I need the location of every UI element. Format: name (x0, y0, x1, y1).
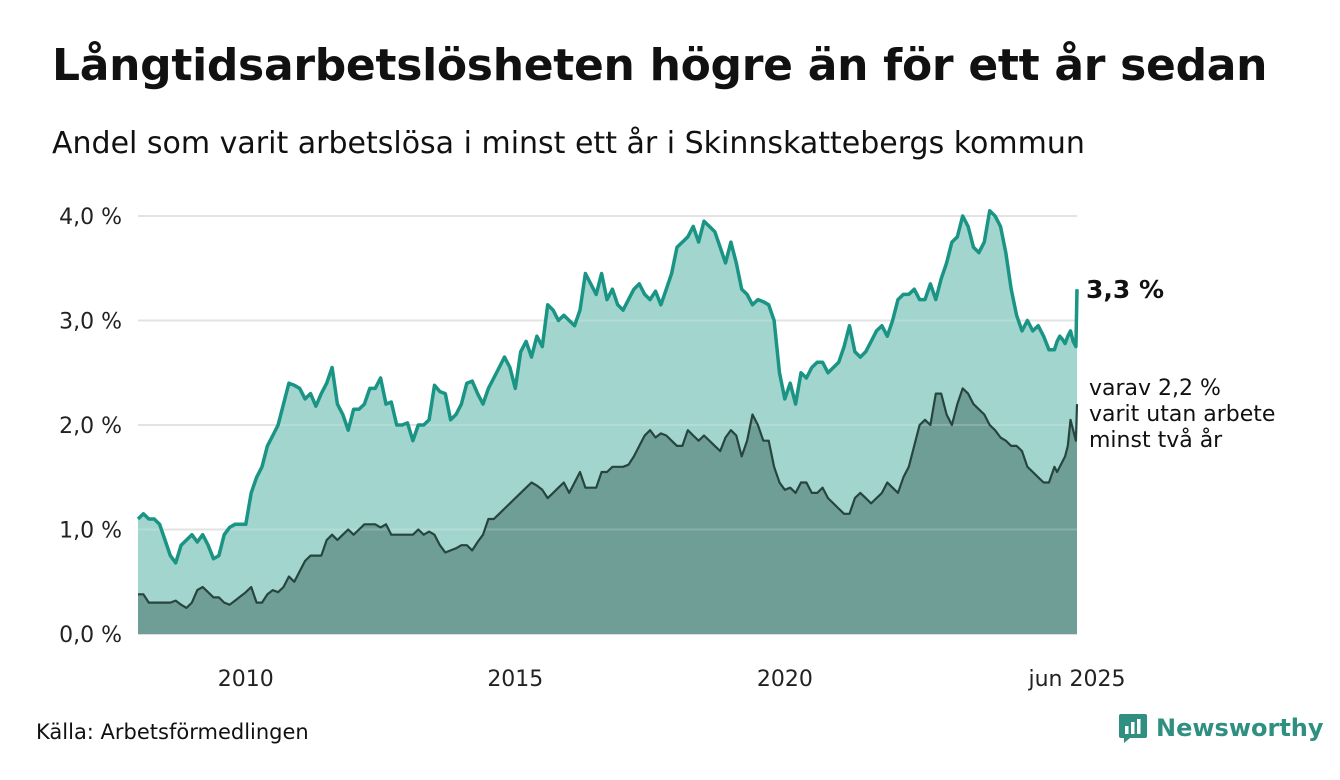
lower-end-label-line: varav 2,2 % (1089, 376, 1221, 401)
source-note: Källa: Arbetsförmedlingen (36, 720, 309, 744)
upper-end-label: 3,3 % (1086, 275, 1164, 304)
x-tick-label: 2015 (487, 667, 543, 692)
axis-ticks: 0,0 % 1,0 % 2,0 % 3,0 % 4,0 % 2010 2015 2020 jun… (59, 205, 1125, 692)
chart-title: Långtidsarbetslösheten högre än för ett … (52, 40, 1268, 91)
x-tick-label: 2010 (218, 667, 274, 692)
y-tick-label: 3,0 % (59, 310, 122, 335)
series-areas (136, 209, 1079, 635)
x-tick-label: jun 2025 (1028, 667, 1126, 692)
y-tick-label: 1,0 % (59, 519, 122, 544)
newsworthy-icon (1119, 714, 1147, 743)
lower-end-label-line: varit utan arbete (1089, 402, 1275, 427)
y-tick-label: 0,0 % (59, 623, 122, 648)
brand-name: Newsworthy (1156, 714, 1324, 742)
chart-subtitle: Andel som varit arbetslösa i minst ett å… (52, 126, 1085, 161)
x-tick-label: 2020 (757, 667, 813, 692)
series-upper-line (136, 209, 1079, 565)
y-tick-label: 2,0 % (59, 414, 122, 439)
series-lower-area (138, 388, 1077, 634)
lower-end-label-line: minst två år (1089, 427, 1223, 453)
series-lower-line (138, 387, 1079, 609)
y-tick-label: 4,0 % (59, 205, 122, 230)
brand-logo: Newsworthy (1118, 712, 1324, 744)
